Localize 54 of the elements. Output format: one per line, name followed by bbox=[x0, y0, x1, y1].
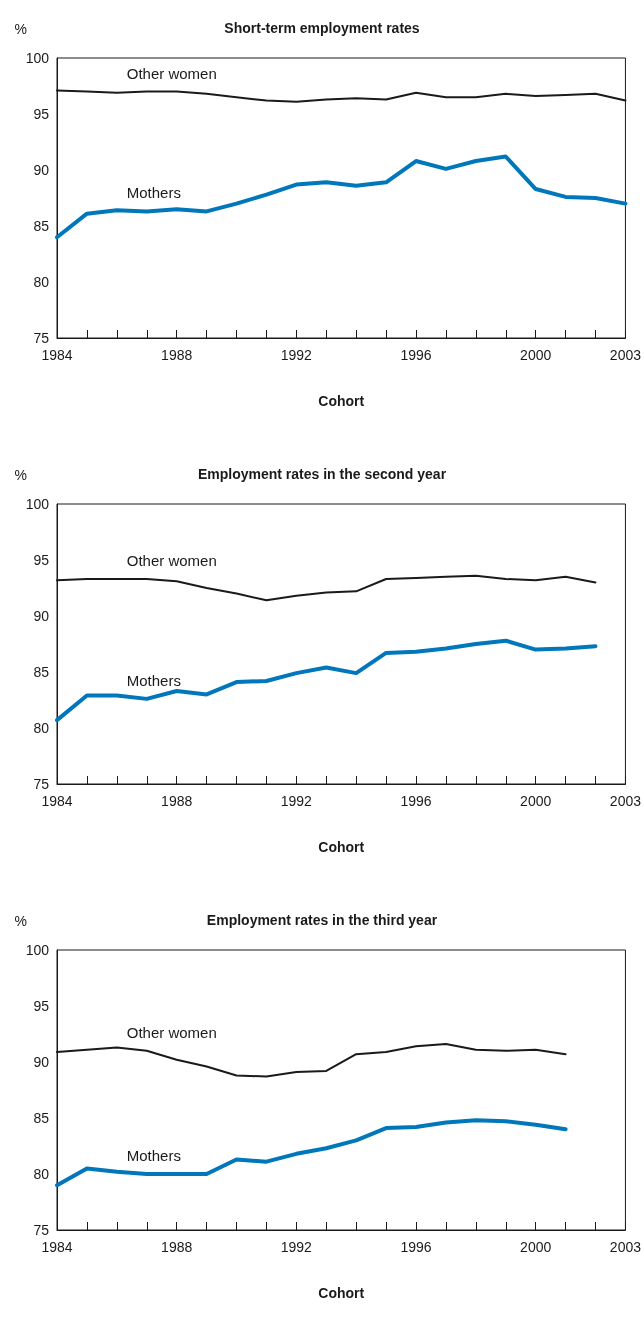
y-tick-label: 85 bbox=[33, 1110, 50, 1126]
x-tick-label: 1992 bbox=[280, 1239, 313, 1255]
x-axis-title: Cohort bbox=[318, 1285, 365, 1301]
y-tick-label: 95 bbox=[33, 106, 50, 122]
y-tick-label: 85 bbox=[33, 664, 50, 680]
chart-title: Employment rates in the third year bbox=[206, 912, 438, 928]
y-tick-label: 95 bbox=[33, 552, 50, 568]
series-label: Mothers bbox=[126, 184, 181, 202]
x-tick-label: 2000 bbox=[520, 793, 552, 809]
chart-title: Short-term employment rates bbox=[224, 20, 420, 36]
line-series bbox=[55, 154, 628, 240]
x-tick-label: 2003 bbox=[609, 793, 642, 809]
x-tick-label: 1992 bbox=[280, 347, 313, 363]
x-tick-label: 1988 bbox=[161, 793, 193, 809]
y-axis-title: % bbox=[14, 21, 27, 37]
x-tick-label: 2000 bbox=[520, 347, 552, 363]
y-axis-title: % bbox=[14, 913, 27, 929]
x-tick-label: 2000 bbox=[520, 1239, 552, 1255]
x-tick-label: 1996 bbox=[400, 347, 432, 363]
x-tick-label: 1984 bbox=[41, 347, 73, 363]
line-series bbox=[55, 638, 598, 723]
x-tick-label: 2003 bbox=[609, 1239, 642, 1255]
series-label: Mothers bbox=[126, 1147, 181, 1164]
series-label: Other women bbox=[126, 64, 217, 82]
y-tick-label: 100 bbox=[25, 496, 50, 512]
y-axis-title: % bbox=[14, 467, 27, 483]
series-label: Other women bbox=[126, 552, 217, 570]
y-tick-label: 100 bbox=[25, 942, 50, 958]
y-tick-label: 80 bbox=[33, 1166, 50, 1182]
series-label: Mothers bbox=[126, 671, 181, 689]
y-tick-label: 75 bbox=[33, 330, 50, 346]
y-tick-label: 90 bbox=[33, 608, 50, 624]
y-tick-label: 75 bbox=[33, 1222, 50, 1238]
y-tick-label: 95 bbox=[33, 998, 50, 1014]
x-tick-label: 2003 bbox=[609, 347, 642, 363]
x-tick-label: 1988 bbox=[161, 1239, 193, 1255]
x-tick-label: 1996 bbox=[400, 793, 432, 809]
x-tick-label: 1988 bbox=[161, 347, 193, 363]
x-axis-title: Cohort bbox=[318, 393, 365, 409]
chart-title: Employment rates in the second year bbox=[197, 466, 447, 482]
y-tick-label: 90 bbox=[33, 162, 50, 178]
series-label: Other women bbox=[126, 1023, 217, 1041]
x-tick-label: 1996 bbox=[400, 1239, 432, 1255]
x-tick-label: 1992 bbox=[280, 793, 313, 809]
x-tick-label: 1984 bbox=[41, 1239, 73, 1255]
y-tick-label: 80 bbox=[33, 274, 50, 290]
y-tick-label: 85 bbox=[33, 218, 50, 234]
y-tick-label: 100 bbox=[25, 50, 50, 66]
y-tick-label: 80 bbox=[33, 720, 50, 736]
x-tick-label: 1984 bbox=[41, 793, 73, 809]
line-series bbox=[55, 1118, 568, 1188]
y-tick-label: 90 bbox=[33, 1054, 50, 1070]
x-axis-title: Cohort bbox=[318, 839, 365, 855]
y-tick-label: 75 bbox=[33, 776, 50, 792]
